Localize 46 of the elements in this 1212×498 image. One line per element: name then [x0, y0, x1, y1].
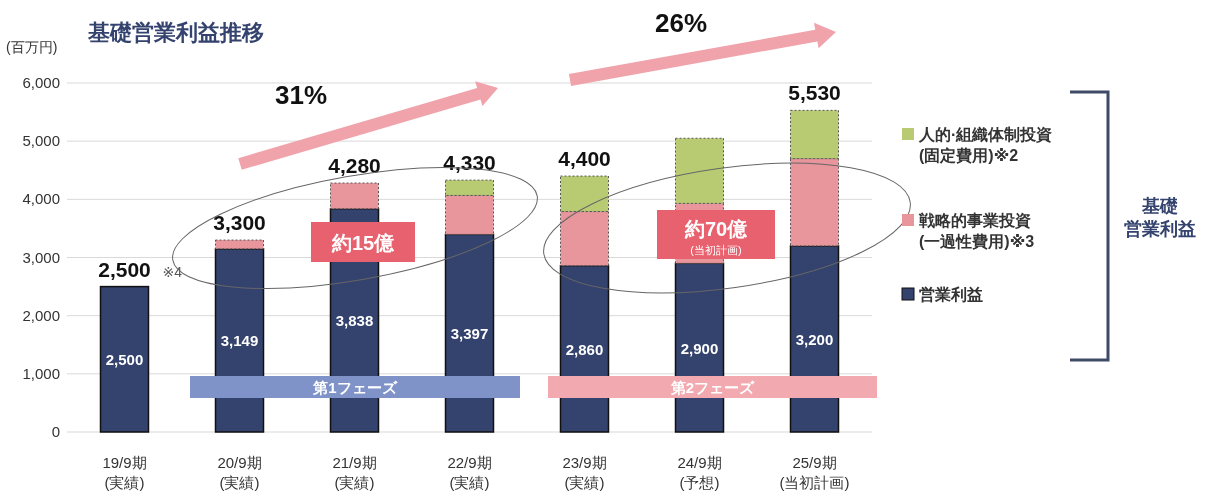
data-label: 3,149 — [220, 332, 259, 350]
data-label: 3,838 — [335, 312, 374, 330]
legend-label: 戦略的事業投資(一過性費用)※3 — [918, 212, 1035, 250]
chart-title: 基礎営業利益推移 — [87, 20, 264, 45]
bar — [99, 285, 150, 433]
x-tick-label: 24/9期 (予想) — [677, 454, 722, 491]
x-tick-label: 25/9期 (当初計画) — [779, 454, 850, 491]
data-label: 3,397 — [450, 325, 489, 343]
callout: 約70億 (当初計画) — [657, 210, 775, 259]
legend-label: 営業利益 — [919, 286, 983, 303]
text: 基礎営業利益 — [1124, 196, 1196, 240]
total-label: 4,330 — [443, 151, 496, 175]
text: 26% — [655, 8, 708, 38]
x-tick-label: 19/9期 (実績) — [102, 454, 147, 491]
annotation: ※4 — [162, 263, 183, 280]
data-label: 2,500 — [105, 351, 144, 369]
y-tick-label: 4,000 — [22, 190, 60, 208]
annotation: 約70億 — [683, 218, 749, 240]
bar — [215, 239, 264, 250]
annotation: 31% — [275, 80, 328, 110]
y-tick-label: 2,000 — [22, 306, 60, 324]
annotation: 約15億 — [330, 232, 396, 254]
y-tick-label: 5,000 — [22, 132, 60, 150]
data-label: 2,860 — [565, 340, 604, 358]
y-tick-label: 3,000 — [22, 248, 60, 266]
total-label: 2,500 — [98, 257, 151, 281]
y-tick-label: 6,000 — [22, 74, 60, 91]
data-label: 3,200 — [795, 330, 834, 348]
annotation: (当初計画) — [690, 244, 742, 256]
x-tick-label: 23/9期 (実績) — [562, 454, 607, 491]
annotation: 第1フェーズ — [312, 379, 398, 396]
callout: 約15億 — [311, 222, 415, 262]
legend-label: 人的·組織体制投資(固定費用)※2 — [918, 126, 1053, 164]
total-label: 4,280 — [328, 154, 381, 178]
total-label: 4,400 — [558, 147, 611, 171]
annotation: 第2フェーズ — [669, 379, 756, 396]
y-tick-label: 1,000 — [22, 364, 60, 382]
total-label: 3,300 — [213, 211, 266, 235]
x-tick-label: 21/9期 (実績) — [332, 454, 377, 491]
y-tick-label: 0 — [51, 423, 60, 440]
bar — [330, 182, 379, 210]
y-axis-title: (百万円) — [6, 39, 58, 55]
data-label: 2,900 — [680, 339, 719, 357]
x-tick-label: 20/9期 (実績) — [217, 454, 262, 491]
total-label: 5,530 — [788, 81, 841, 105]
x-tick-label: 22/9期 (実績) — [447, 454, 492, 491]
